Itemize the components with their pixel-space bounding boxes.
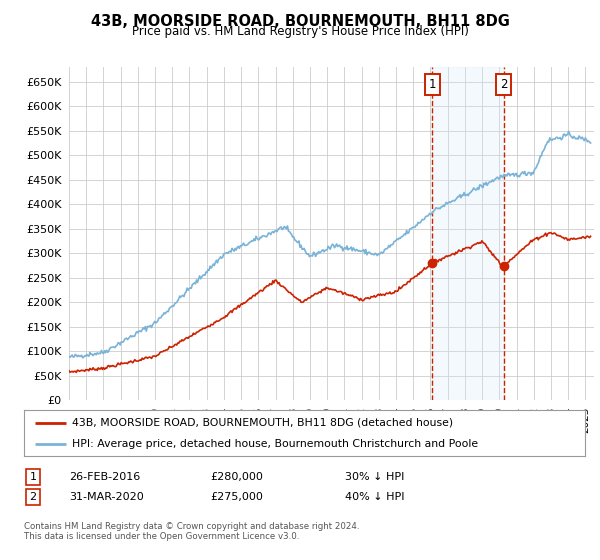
Text: 2: 2 [29,492,37,502]
Bar [432,67,503,400]
Text: 2: 2 [500,78,508,91]
Text: Contains HM Land Registry data © Crown copyright and database right 2024.: Contains HM Land Registry data © Crown c… [24,522,359,531]
Text: 1: 1 [29,472,37,482]
Text: 26-FEB-2016: 26-FEB-2016 [69,472,140,482]
Text: HPI: Average price, detached house, Bournemouth Christchurch and Poole: HPI: Average price, detached house, Bour… [71,439,478,449]
Text: 40% ↓ HPI: 40% ↓ HPI [345,492,404,502]
Text: Price paid vs. HM Land Registry's House Price Index (HPI): Price paid vs. HM Land Registry's House … [131,25,469,38]
Text: This data is licensed under the Open Government Licence v3.0.: This data is licensed under the Open Gov… [24,532,299,541]
Text: 43B, MOORSIDE ROAD, BOURNEMOUTH, BH11 8DG: 43B, MOORSIDE ROAD, BOURNEMOUTH, BH11 8D… [91,14,509,29]
Text: £275,000: £275,000 [210,492,263,502]
Text: 43B, MOORSIDE ROAD, BOURNEMOUTH, BH11 8DG (detached house): 43B, MOORSIDE ROAD, BOURNEMOUTH, BH11 8D… [71,418,453,428]
Text: 31-MAR-2020: 31-MAR-2020 [69,492,144,502]
Text: £280,000: £280,000 [210,472,263,482]
Text: 30% ↓ HPI: 30% ↓ HPI [345,472,404,482]
Text: 1: 1 [428,78,436,91]
